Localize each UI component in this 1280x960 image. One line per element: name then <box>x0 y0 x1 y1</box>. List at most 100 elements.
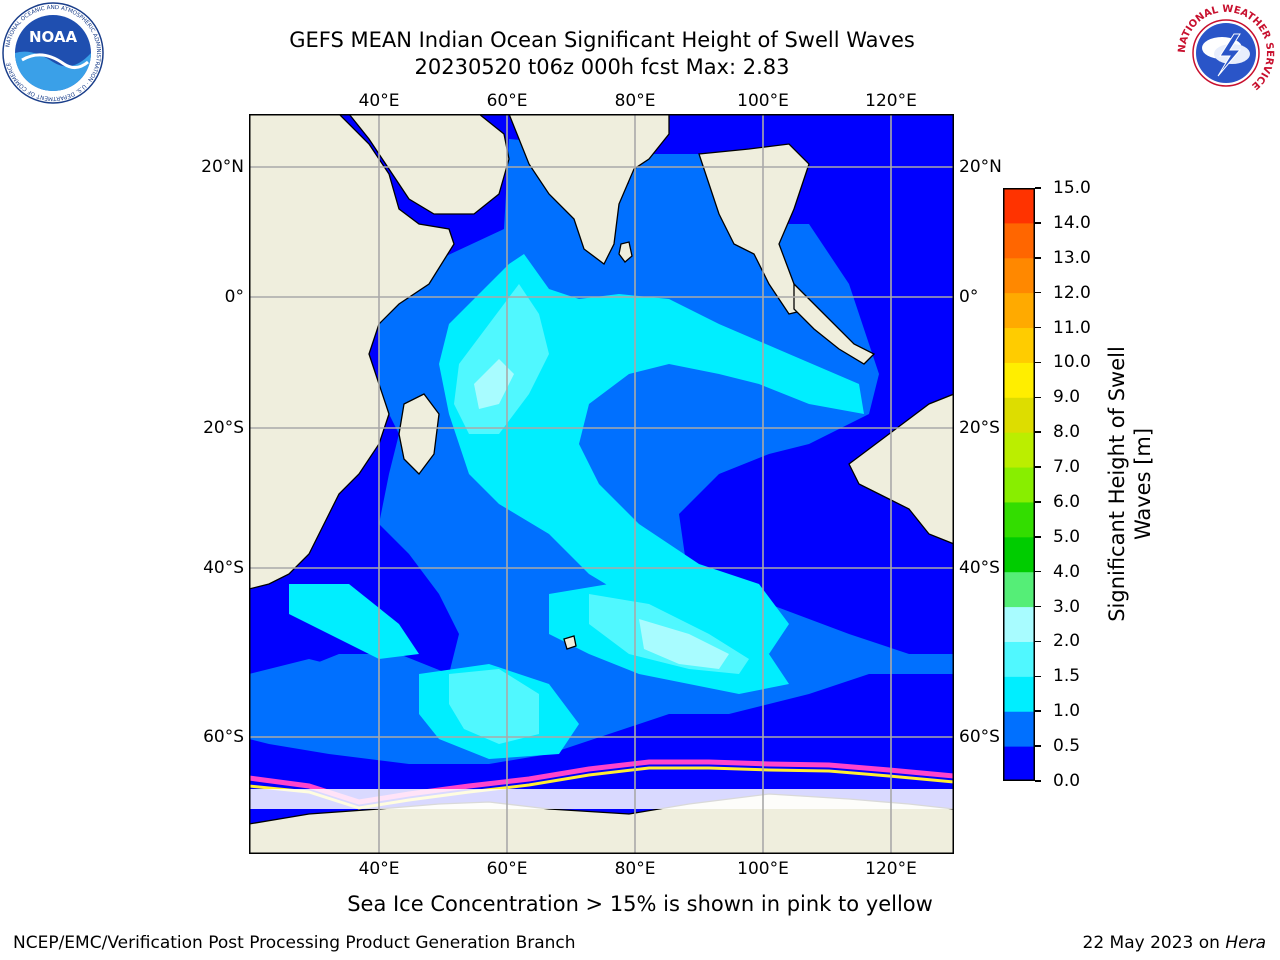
lon-tick-bottom: 40°E <box>358 859 400 879</box>
swell-1.5-2.0-core-sw <box>449 669 539 744</box>
colorbar-tick <box>1035 780 1041 782</box>
colorbar-label: 9.0 <box>1053 387 1081 408</box>
swell-0.5-1.0-bay <box>644 156 719 224</box>
lon-tick-bottom: 60°E <box>486 859 528 879</box>
colorbar-tick <box>1035 536 1041 538</box>
colorbar-swatch <box>1003 571 1035 608</box>
colorbar-label: 8.0 <box>1053 422 1081 443</box>
lon-tick-top: 100°E <box>737 91 789 111</box>
chart-title: GEFS MEAN Indian Ocean Significant Heigh… <box>289 28 915 52</box>
colorbar-tick <box>1035 257 1041 259</box>
colorbar-swatch <box>1003 327 1035 363</box>
swell-height-map <box>249 114 954 854</box>
colorbar-tick <box>1035 675 1041 678</box>
lat-tick-right: 60°S <box>959 727 1000 747</box>
colorbar-swatch <box>1003 432 1035 468</box>
colorbar-label: 15.0 <box>1053 178 1091 198</box>
lat-tick-left: 20°S <box>203 418 244 438</box>
lon-tick-top: 40°E <box>358 91 400 111</box>
lat-tick-left: 20°N <box>201 157 244 177</box>
colorbar-label: 7.0 <box>1053 457 1081 478</box>
colorbar-tick <box>1035 396 1041 399</box>
colorbar-tick <box>1035 187 1041 189</box>
colorbar-label: 13.0 <box>1053 247 1091 268</box>
colorbar-label: 3.0 <box>1053 596 1081 617</box>
australia-land <box>848 393 954 545</box>
colorbar-tick <box>1035 501 1041 503</box>
noaa-logo: NOAA NATIONAL OCEANIC AND ATMOSPHERIC AD… <box>2 2 104 104</box>
swell-0.5-1.0-region-sw <box>249 659 389 734</box>
lon-tick-bottom: 120°E <box>865 859 917 879</box>
map-border <box>249 114 954 854</box>
colorbar-label: 1.5 <box>1053 666 1081 687</box>
india-land <box>508 114 670 265</box>
colorbar-tick <box>1035 326 1041 329</box>
colorbar-swatch <box>1003 641 1035 677</box>
colorbar-label: 0.5 <box>1053 736 1081 757</box>
africa-land <box>249 114 455 590</box>
colorbar-label: 4.0 <box>1053 561 1081 582</box>
map-panel <box>249 114 954 854</box>
colorbar-tick <box>1035 640 1041 643</box>
colorbar-swatch <box>1003 536 1035 573</box>
lat-tick-right: 20°S <box>959 418 1000 438</box>
colorbar-swatch <box>1003 501 1035 538</box>
lat-tick-right: 20°N <box>959 157 1002 177</box>
sea-ice-note: Sea Ice Concentration > 15% is shown in … <box>347 892 933 916</box>
colorbar-swatch <box>1003 467 1035 503</box>
swell-2.0-3.0-patch-2 <box>474 359 514 409</box>
colorbar-swatch <box>1003 676 1035 712</box>
footer-host: Hera <box>1225 933 1266 953</box>
colorbar-label: 14.0 <box>1053 212 1091 233</box>
noaa-logo-text: NOAA <box>29 28 78 46</box>
swell-2.0-3.0-patch <box>639 619 729 669</box>
colorbar-swatch <box>1003 711 1035 747</box>
sea-ice-white <box>249 789 954 809</box>
colorbar-swatch <box>1003 188 1035 224</box>
lon-tick-bottom: 100°E <box>737 859 789 879</box>
colorbar-swatch <box>1003 257 1035 294</box>
swell-1.0-1.5-band-west <box>289 584 419 659</box>
colorbar-label: 5.0 <box>1053 526 1081 547</box>
colorbar-tick <box>1035 431 1041 433</box>
colorbar-swatch <box>1003 222 1035 259</box>
colorbar-label: 12.0 <box>1053 282 1091 303</box>
colorbar-border <box>1003 188 1035 781</box>
colorbar-tick <box>1035 222 1041 224</box>
colorbar-tick <box>1035 710 1041 712</box>
colorbar-tick <box>1035 466 1041 468</box>
lat-tick-right: 0° <box>959 287 979 307</box>
srilanka-land <box>618 241 633 263</box>
lat-tick-right: 40°S <box>959 558 1000 578</box>
lat-tick-left: 40°S <box>203 558 244 578</box>
kerguelen-land <box>563 635 577 650</box>
colorbar-swatch <box>1003 746 1035 782</box>
graticule <box>249 114 954 854</box>
lon-tick-top: 120°E <box>865 91 917 111</box>
colorbar-tick <box>1035 291 1041 294</box>
colorbar-label: 0.0 <box>1053 771 1081 791</box>
colorbar-tick <box>1035 361 1041 364</box>
chart-subtitle: 20230520 t06z 000h fcst Max: 2.83 <box>414 55 790 79</box>
colorbar-label: 6.0 <box>1053 491 1081 512</box>
colorbar-tick <box>1035 570 1041 573</box>
lon-tick-top: 60°E <box>486 91 528 111</box>
footer-date: 22 May 2023 on Hera <box>1082 933 1267 953</box>
lat-tick-left: 0° <box>224 287 244 307</box>
colorbar-label: 11.0 <box>1053 317 1091 338</box>
arabia-land <box>348 114 510 215</box>
colorbar-swatch <box>1003 606 1035 642</box>
madagascar-land <box>398 393 440 475</box>
colorbar-label: 10.0 <box>1053 352 1091 373</box>
nws-logo: NATIONAL WEATHER SERVICE <box>1176 4 1276 102</box>
footer-credit: NCEP/EMC/Verification Post Processing Pr… <box>13 933 576 953</box>
colorbar-title: Significant Height of Swell Waves [m] <box>1105 346 1155 622</box>
colorbar-tick <box>1035 605 1041 608</box>
lon-tick-bottom: 80°E <box>614 859 656 879</box>
colorbar-tick <box>1035 745 1041 747</box>
colorbar <box>1003 188 1035 782</box>
colorbar-label: 1.0 <box>1053 701 1081 722</box>
lat-tick-left: 60°S <box>203 727 244 747</box>
colorbar-swatch <box>1003 362 1035 398</box>
colorbar-swatch <box>1003 292 1035 329</box>
